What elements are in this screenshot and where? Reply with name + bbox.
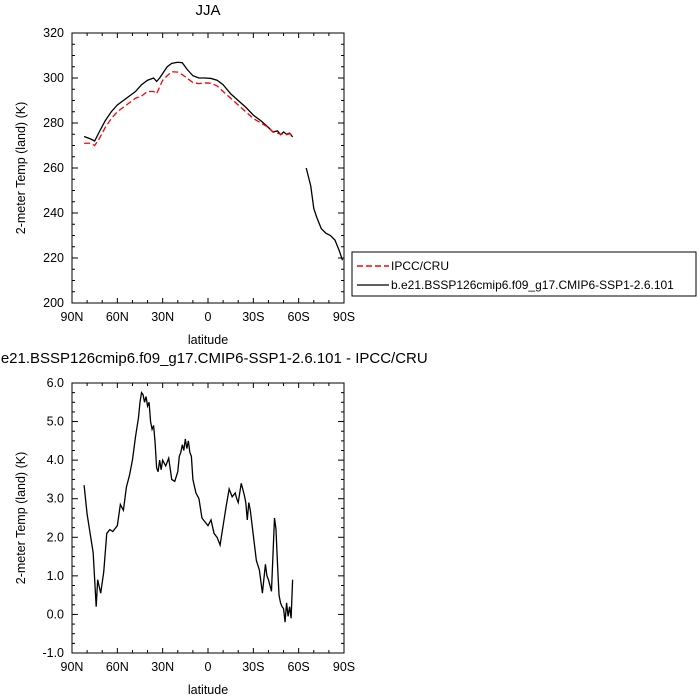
- x-tick-label: 60N: [106, 310, 129, 324]
- y-tick-label: 5.0: [47, 415, 64, 429]
- x-tick-label: 0: [205, 310, 212, 324]
- y-tick-label: 2.0: [47, 530, 64, 544]
- x-tick-label: 60N: [106, 660, 129, 674]
- series-line-1: [83, 61, 344, 261]
- top-panel: JJA 90N 60N 30N 0 30S 60S 90S 200 220 240 260 280 30…: [14, 2, 355, 347]
- bottom-panel-plot-frame: [71, 382, 345, 654]
- x-tick-label: 60S: [288, 660, 310, 674]
- y-tick-label: 280: [43, 116, 64, 130]
- bottom-panel-x-axis-label: latitude: [188, 683, 228, 697]
- legend-label-model: b.e21.BSSP126cmip6.f09_g17.CMIP6-SSP1-2.…: [391, 278, 674, 292]
- top-panel-ticks: 90N 60N 30N 0 30S 60S 90S 200 220 240 260 280 300 320: [43, 26, 355, 324]
- x-tick-label: 30N: [151, 310, 174, 324]
- legend-box: [351, 251, 697, 297]
- y-tick-label: 240: [43, 206, 64, 220]
- y-tick-label: 4.0: [47, 453, 64, 467]
- y-tick-label: -1.0: [42, 646, 64, 660]
- bottom-panel-title: b.e21.BSSP126cmip6.f09_g17.CMIP6-SSP1-2.…: [0, 350, 428, 367]
- y-tick-label: 220: [43, 251, 64, 265]
- top-panel-title: JJA: [195, 2, 220, 19]
- x-tick-label: 0: [205, 660, 212, 674]
- top-panel-lines: [83, 61, 344, 261]
- series-line-0: [84, 71, 293, 147]
- x-tick-label: 90N: [61, 310, 84, 324]
- series-line-0: [83, 391, 294, 623]
- x-tick-label: 30S: [242, 660, 264, 674]
- bottom-panel: b.e21.BSSP126cmip6.f09_g17.CMIP6-SSP1-2.…: [0, 350, 428, 697]
- y-tick-label: 1.0: [47, 569, 64, 583]
- y-tick-label: 320: [43, 26, 64, 40]
- legend: IPCC/CRU b.e21.BSSP126cmip6.f09_g17.CMIP…: [351, 251, 697, 297]
- x-tick-label: 90S: [333, 660, 355, 674]
- y-tick-label: 6.0: [47, 376, 64, 390]
- y-tick-label: 200: [43, 296, 64, 310]
- top-panel-plot-frame: [71, 32, 345, 304]
- legend-label-ipcc-cru: IPCC/CRU: [391, 259, 449, 273]
- bottom-panel-lines: [83, 391, 294, 623]
- x-tick-label: 30S: [242, 310, 264, 324]
- y-tick-label: 300: [43, 71, 64, 85]
- bottom-panel-y-axis-label: 2-meter Temp (land) (K): [14, 452, 28, 584]
- y-tick-label: 3.0: [47, 492, 64, 506]
- top-panel-y-axis-label: 2-meter Temp (land) (K): [14, 102, 28, 234]
- y-tick-label: 260: [43, 161, 64, 175]
- top-panel-x-axis-label: latitude: [188, 333, 228, 347]
- x-tick-label: 90S: [333, 310, 355, 324]
- x-tick-label: 30N: [151, 660, 174, 674]
- x-tick-label: 60S: [288, 310, 310, 324]
- y-tick-label: 0.0: [47, 607, 64, 621]
- x-tick-label: 90N: [61, 660, 84, 674]
